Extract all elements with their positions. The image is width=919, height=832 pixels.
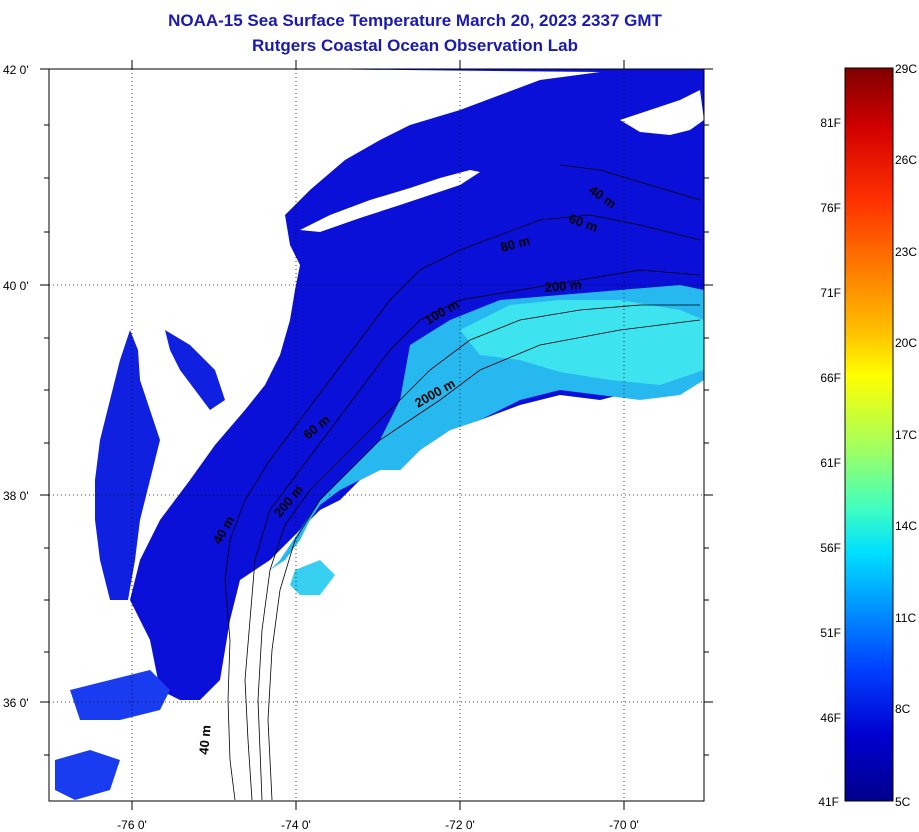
- colorbar-c-label: 8C: [895, 702, 911, 716]
- map-area: [49, 69, 704, 801]
- chesapeake-bay: [95, 330, 160, 600]
- colorbar-fahrenheit-labels: 81F 76F 71F 66F 61F 56F 51F 46F 41F: [818, 116, 841, 809]
- colorbar-f-label: 41F: [818, 795, 839, 809]
- map-ticks: [40, 60, 713, 810]
- warm-eddy: [290, 560, 335, 595]
- map-frame: [48, 68, 705, 802]
- colorbar-c-label: 14C: [895, 519, 917, 533]
- colorbar-c-label: 23C: [895, 245, 917, 259]
- colorbar-c-label: 17C: [895, 428, 917, 442]
- lat-label: 42 0': [3, 63, 29, 77]
- lon-label: -72 0': [445, 818, 475, 832]
- colorbar-f-label: 76F: [820, 201, 841, 215]
- colorbar-f-label: 66F: [820, 371, 841, 385]
- colorbar-c-label: 26C: [895, 153, 917, 167]
- contour-label: 200 m: [544, 277, 582, 295]
- colorbar-f-label: 61F: [820, 456, 841, 470]
- colorbar-f-label: 71F: [820, 286, 841, 300]
- colorbar-f-label: 81F: [820, 116, 841, 130]
- map-title: NOAA-15 Sea Surface Temperature March 20…: [168, 11, 662, 30]
- longitude-labels: -76 0' -74 0' -72 0' -70 0': [117, 818, 639, 832]
- long-island: [300, 170, 480, 232]
- lat-label: 36 0': [3, 696, 29, 710]
- lat-label: 40 0': [3, 279, 29, 293]
- contour-label: 40 m: [196, 724, 214, 755]
- colorbar-f-label: 56F: [820, 541, 841, 555]
- cape-cod: [620, 90, 704, 135]
- colorbar-celsius-labels: 29C 26C 23C 20C 17C 14C 11C 8C 5C: [895, 62, 917, 809]
- colorbar-f-label: 51F: [820, 626, 841, 640]
- colorbar-c-label: 11C: [895, 611, 916, 625]
- latitude-labels: 42 0' 40 0' 38 0' 36 0': [3, 63, 29, 710]
- albemarle-sound: [55, 750, 120, 800]
- colorbar-f-label: 46F: [820, 711, 841, 725]
- contour-label: 80 m: [499, 233, 532, 255]
- colorbar-c-label: 20C: [895, 336, 917, 350]
- colorbar-c-label: 29C: [895, 62, 917, 76]
- map-subtitle: Rutgers Coastal Ocean Observation Lab: [252, 36, 578, 55]
- colorbar-c-label: 5C: [895, 795, 911, 809]
- pamlico-sound: [70, 670, 170, 720]
- lon-label: -70 0': [609, 818, 639, 832]
- delaware-bay: [165, 330, 225, 410]
- lon-label: -76 0': [117, 818, 147, 832]
- lat-label: 38 0': [3, 489, 29, 503]
- colorbar: [844, 67, 894, 802]
- lon-label: -74 0': [281, 818, 311, 832]
- ocean-warmest-water: [460, 300, 704, 385]
